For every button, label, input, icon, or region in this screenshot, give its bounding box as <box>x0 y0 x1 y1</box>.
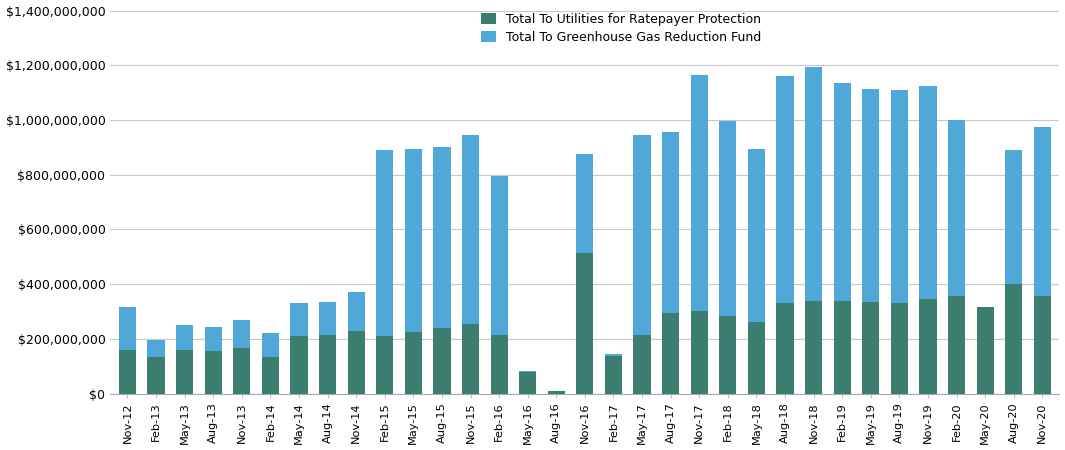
Bar <box>919 299 936 394</box>
Bar <box>433 328 450 394</box>
Bar <box>605 354 622 356</box>
Bar <box>662 313 679 394</box>
Bar <box>605 356 622 394</box>
Bar <box>433 147 450 328</box>
Bar <box>863 89 880 302</box>
Bar <box>634 335 651 394</box>
Bar <box>291 336 308 394</box>
Bar <box>519 372 537 394</box>
Bar <box>176 350 193 394</box>
Bar <box>491 335 508 394</box>
Bar <box>147 356 165 394</box>
Bar <box>233 348 250 394</box>
Bar <box>320 302 337 335</box>
Bar <box>176 325 193 350</box>
Bar <box>147 340 165 356</box>
Bar <box>405 148 422 332</box>
Bar <box>320 335 337 394</box>
Bar <box>748 322 765 394</box>
Bar <box>1005 150 1022 284</box>
Bar <box>1034 127 1051 297</box>
Bar <box>919 86 936 299</box>
Bar <box>376 336 393 394</box>
Bar <box>405 332 422 394</box>
Bar <box>805 67 822 301</box>
Bar <box>690 75 708 311</box>
Bar <box>776 303 793 394</box>
Bar <box>834 301 851 394</box>
Bar <box>719 122 736 315</box>
Legend: Total To Utilities for Ratepayer Protection, Total To Greenhouse Gas Reduction F: Total To Utilities for Ratepayer Protect… <box>477 9 765 48</box>
Bar <box>977 306 994 307</box>
Bar <box>1005 284 1022 394</box>
Bar <box>805 301 822 394</box>
Bar <box>519 370 537 372</box>
Bar <box>547 392 564 394</box>
Bar <box>776 76 793 303</box>
Bar <box>491 176 508 335</box>
Bar <box>547 391 564 392</box>
Bar <box>1034 297 1051 394</box>
Bar <box>262 356 279 394</box>
Bar <box>204 351 222 394</box>
Bar <box>863 302 880 394</box>
Bar <box>233 320 250 348</box>
Bar <box>890 90 908 303</box>
Bar <box>948 120 965 297</box>
Bar <box>119 307 136 350</box>
Bar <box>347 292 364 331</box>
Bar <box>462 324 479 394</box>
Bar <box>376 150 393 336</box>
Bar <box>576 253 593 394</box>
Bar <box>890 303 908 394</box>
Bar <box>948 297 965 394</box>
Bar <box>204 327 222 351</box>
Bar <box>634 135 651 335</box>
Bar <box>262 333 279 356</box>
Bar <box>748 148 765 322</box>
Bar <box>347 331 364 394</box>
Bar <box>462 135 479 324</box>
Bar <box>662 132 679 313</box>
Bar <box>690 311 708 394</box>
Bar <box>119 350 136 394</box>
Bar <box>719 315 736 394</box>
Bar <box>834 83 851 301</box>
Bar <box>977 307 994 394</box>
Bar <box>576 153 593 253</box>
Bar <box>291 303 308 336</box>
